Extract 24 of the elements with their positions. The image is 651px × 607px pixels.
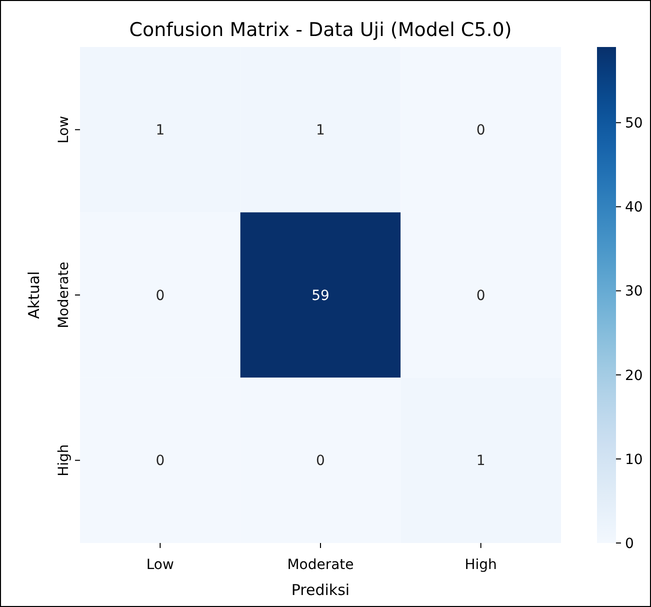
data-label: 1: [316, 122, 325, 139]
y-tick-label: Low: [56, 116, 72, 144]
color-bar-label: 0: [625, 536, 634, 552]
x-tick-label: Moderate: [287, 557, 354, 573]
data-label: 0: [476, 288, 486, 304]
color-bar-label: 30: [625, 284, 643, 300]
y-axis-title: Aktual: [25, 271, 43, 319]
color-bar-label: 10: [625, 452, 643, 468]
data-label: 0: [156, 453, 165, 470]
x-tick-label: High: [464, 557, 497, 573]
color-bar-label: 20: [625, 368, 643, 384]
data-label: 0: [156, 288, 165, 304]
x-axis-title: Prediksi: [291, 581, 350, 599]
data-label: 0: [476, 122, 486, 139]
data-label: 59: [312, 288, 330, 304]
y-tick-label: Moderate: [56, 262, 72, 328]
y-tick-label: High: [56, 444, 72, 476]
data-label: 0: [316, 453, 325, 470]
x-tick-label: Low: [146, 557, 174, 573]
color-bar-label: 50: [625, 116, 643, 132]
chart-title: Confusion Matrix - Data Uji (Model C5.0): [129, 19, 512, 41]
color-bar-label: 40: [625, 200, 643, 216]
data-label: 1: [476, 453, 486, 470]
data-label: 1: [156, 122, 165, 139]
